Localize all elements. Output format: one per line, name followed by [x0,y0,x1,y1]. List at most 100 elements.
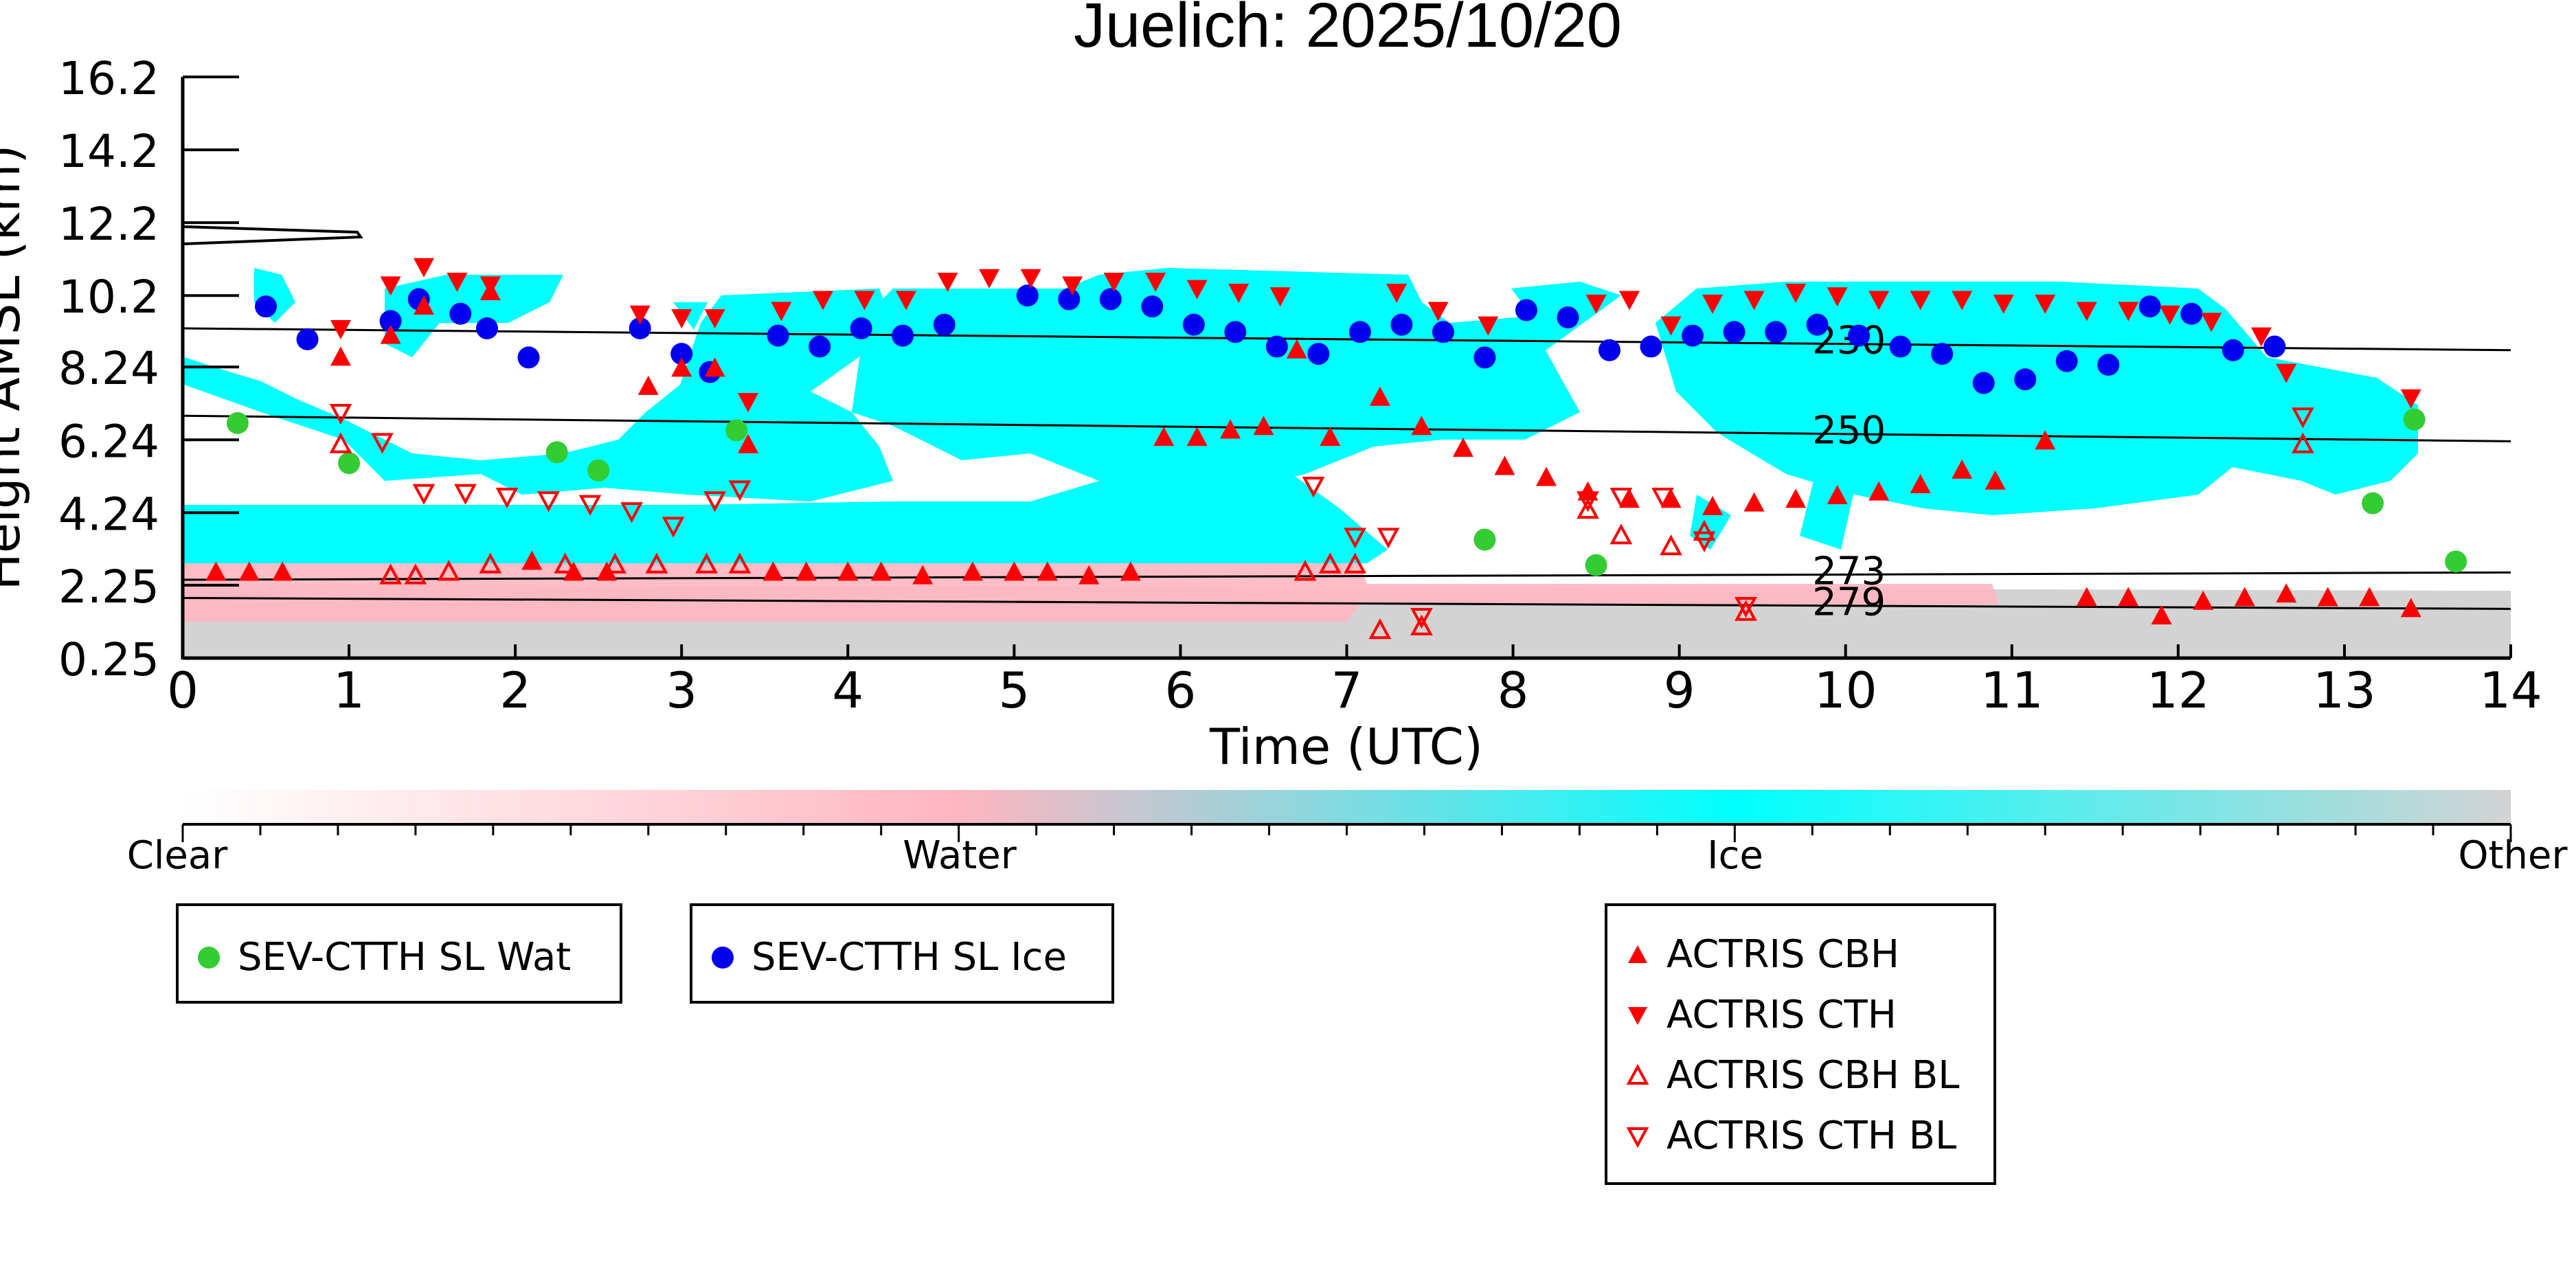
legend-item-cth: ACTRIS CTH [1624,993,1897,1037]
data-point [1609,523,1633,545]
data-point [2055,350,2078,372]
data-point [2076,302,2097,321]
colorbar-label-clear: Clear [127,833,228,878]
x-tick-label: 0 [167,662,199,719]
cloud-mask [183,225,2511,659]
data-point [2097,354,2120,376]
data-point [1020,269,1041,289]
data-point [1062,276,1083,296]
data-point [1609,487,1633,509]
legend-water: SEV-CTTH SL Wat [176,903,622,1004]
y-tick-label: 6.24 [58,415,159,468]
colorbar-label-other: Other [2458,833,2568,878]
data-point [1619,488,1640,508]
legend-item-cbh: ACTRIS CBH [1624,932,1899,977]
data-point [205,561,227,581]
data-point [2118,587,2139,607]
data-point [1619,291,1640,310]
legend-marker-filled-down-triangle [1628,1006,1647,1025]
data-point [1120,561,1141,581]
legend-item-sev-wat: SEV-CTTH SL Wat [195,935,571,980]
data-point [1494,455,1515,475]
data-point [2234,587,2255,607]
data-point [1103,273,1125,293]
data-point [1557,306,1579,329]
data-point [933,313,956,336]
data-point [414,258,435,278]
data-point [1427,302,1449,321]
data-point [703,491,726,512]
data-point [329,432,352,453]
data-point [330,319,351,339]
y-tick-label: 14.2 [58,125,159,178]
x-tick-label: 10 [1814,662,1877,719]
data-point [1952,459,1973,479]
data-point [662,517,685,538]
data-point [1910,291,1931,310]
data-point [1265,335,1288,358]
data-point [2222,339,2244,361]
cloud-mask-ice-6 [1690,481,1855,550]
data-point [2076,587,2097,607]
data-point [2400,598,2421,618]
data-point [449,302,472,325]
data-point [1224,321,1247,343]
y-tick-label: 4.24 [58,488,159,541]
data-point [272,561,293,581]
cloud-mask-water [184,556,1999,622]
data-point [728,480,752,501]
isotherm-label: 250 [1812,408,1886,453]
data-point [1344,528,1366,549]
data-point [475,317,498,339]
legend-label: ACTRIS CTH BL [1667,1114,1957,1158]
x-axis-label: Time (UTC) [1209,718,1483,776]
legend-marker-open-down-triangle [1626,1127,1649,1148]
legend-marker-green-circle [198,946,220,969]
data-point [1016,284,1039,307]
data-point [1806,313,1829,336]
data-point [629,305,651,325]
data-point [645,552,668,574]
data-point [2201,313,2222,332]
data-point [1827,484,1848,504]
data-point [238,561,260,581]
data-point [1577,497,1599,519]
x-tick-label: 14 [2479,662,2542,719]
data-point [2292,407,2314,429]
legend-label: ACTRIS CTH [1667,993,1897,1037]
data-point [578,495,602,516]
data-point [1827,287,1848,307]
data-point [545,441,568,464]
data-point [380,276,401,296]
data-point [1702,495,1724,515]
x-tick-label: 6 [1165,662,1197,719]
data-point [2138,295,2161,318]
data-point [2317,587,2338,607]
data-point [1318,552,1342,574]
data-point [1293,560,1317,581]
tropopause-contour [183,225,363,245]
data-point [637,375,659,395]
data-point [479,552,502,574]
isotherm-label: 279 [1812,580,1886,625]
data-point [1889,335,1912,358]
data-point [1868,481,1890,501]
data-point [226,411,249,434]
data-point [762,561,784,581]
data-point [1452,438,1473,457]
data-point [695,552,718,574]
data-point [2180,302,2203,325]
data-point [1348,321,1371,343]
legend-marker-open-up-triangle [1626,1063,1649,1085]
data-point [380,324,401,344]
y-tick-label: 8.24 [58,342,159,395]
x-tick-label: 5 [998,662,1030,719]
marker-layer [205,258,2467,640]
x-tick-label: 7 [1331,662,1363,719]
data-point [2035,430,2056,450]
isotherm-line [182,414,2511,442]
data-point [837,561,859,581]
data-point [1848,324,1871,347]
